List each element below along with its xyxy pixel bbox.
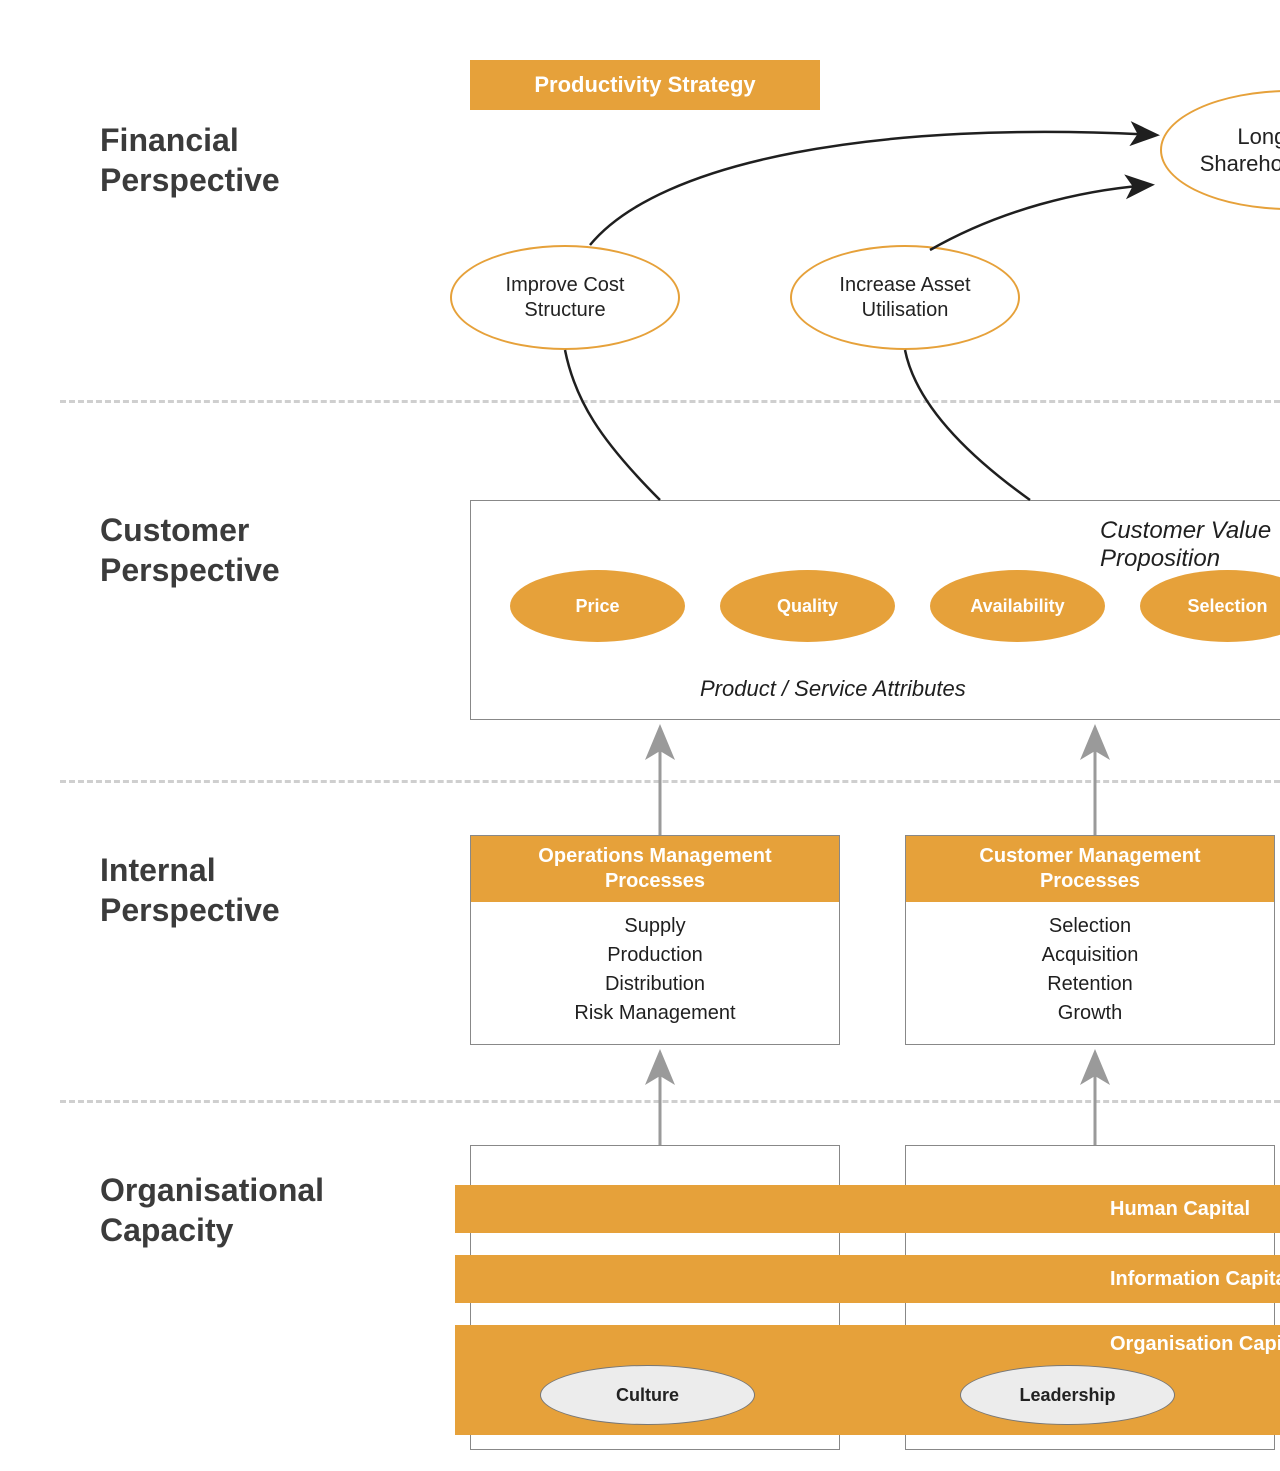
strategy-map-diagram: Financial Perspective Customer Perspecti…: [0, 0, 1280, 1471]
cust-item-2: Retention: [914, 970, 1266, 999]
cust-mgmt-box: Customer Management Processes Selection …: [905, 835, 1275, 1045]
row-label-financial: Financial Perspective: [100, 120, 280, 200]
ops-item-3: Risk Management: [479, 999, 831, 1028]
ops-item-2: Distribution: [479, 970, 831, 999]
pill-availability: Availability: [930, 570, 1105, 642]
ops-mgmt-header: Operations Management Processes: [538, 845, 771, 892]
row-label-customer: Customer Perspective: [100, 510, 280, 590]
customer-value-title: Customer Value Proposition: [1100, 517, 1280, 573]
divider-1: [60, 400, 1280, 403]
cust-item-0: Selection: [914, 912, 1266, 941]
productivity-strategy-bar: Productivity Strategy: [470, 60, 820, 110]
product-service-subtitle: Product / Service Attributes: [700, 676, 966, 702]
increase-asset-ellipse: Increase Asset Utilisation: [790, 245, 1020, 350]
cust-item-1: Acquisition: [914, 941, 1266, 970]
divider-3: [60, 1100, 1280, 1103]
divider-2: [60, 780, 1280, 783]
shareholder-line1: Long-Term: [1200, 123, 1280, 151]
improve-cost-line2: Structure: [506, 298, 625, 323]
human-capital-label: Human Capital: [1110, 1198, 1250, 1221]
ops-item-1: Production: [479, 941, 831, 970]
improve-cost-line1: Improve Cost: [506, 273, 625, 298]
cust-item-3: Growth: [914, 999, 1266, 1028]
pill-quality: Quality: [720, 570, 895, 642]
cust-mgmt-header: Customer Management Processes: [979, 845, 1200, 892]
information-capital-label: Information Capital: [1110, 1268, 1280, 1291]
information-capital-bar: Information Capital: [455, 1255, 1280, 1303]
ops-item-0: Supply: [479, 912, 831, 941]
improve-cost-ellipse: Improve Cost Structure: [450, 245, 680, 350]
increase-asset-line2: Utilisation: [839, 298, 970, 323]
increase-asset-line1: Increase Asset: [839, 273, 970, 298]
row-label-organisational: Organisational Capacity: [100, 1170, 324, 1250]
shareholder-value-ellipse: Long-Term Shareholder Value: [1160, 90, 1280, 210]
productivity-strategy-label: Productivity Strategy: [534, 72, 755, 98]
organisation-capital-label: Organisation Capital: [1110, 1333, 1280, 1356]
leadership-ellipse: Leadership: [960, 1365, 1175, 1425]
ops-mgmt-box: Operations Management Processes Supply P…: [470, 835, 840, 1045]
shareholder-line2: Shareholder Value: [1200, 150, 1280, 178]
row-label-internal: Internal Perspective: [100, 850, 280, 930]
human-capital-bar: Human Capital: [455, 1185, 1280, 1233]
culture-ellipse: Culture: [540, 1365, 755, 1425]
pill-price: Price: [510, 570, 685, 642]
